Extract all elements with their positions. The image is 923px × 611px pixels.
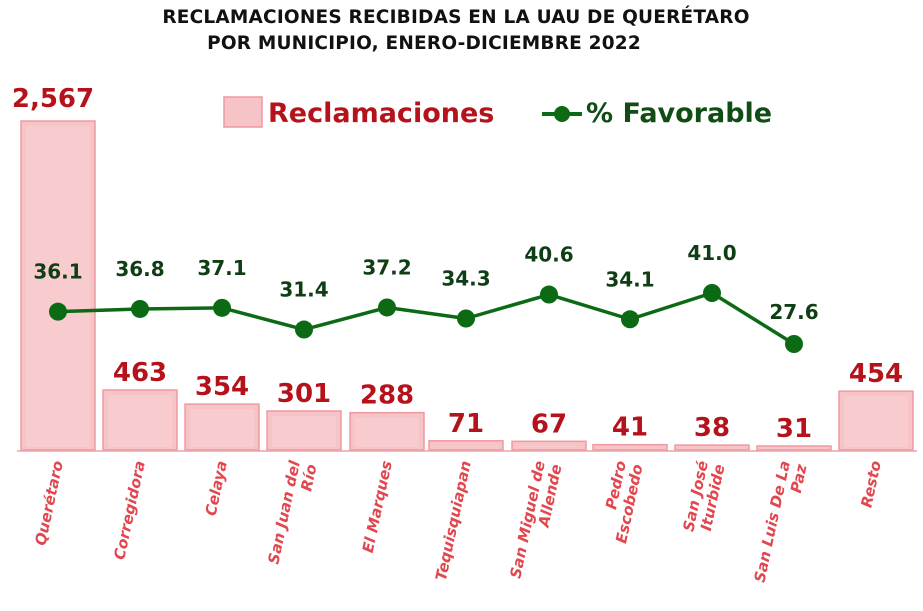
category-label-line: Corregidora xyxy=(110,459,149,561)
bar-highlight-6 xyxy=(517,446,581,447)
bar-value-label-8: 38 xyxy=(694,413,730,443)
favorable-point-2 xyxy=(213,298,231,317)
favorable-line xyxy=(57,291,795,346)
category-label-line: Resto xyxy=(857,459,884,509)
favorable-label-3: 31.4 xyxy=(279,278,328,302)
favorable-point-0 xyxy=(49,302,67,321)
bar-highlight-4 xyxy=(355,417,419,447)
category-label-9: San Luis De LaPaz xyxy=(751,459,811,588)
category-label-7: PedroEscobedo xyxy=(596,459,647,545)
bar-value-label-10: 454 xyxy=(849,359,903,389)
favorable-label-8: 41.0 xyxy=(687,241,736,265)
category-label-3: San Juan delRío xyxy=(264,458,320,569)
chart-title-line-1: RECLAMACIONES RECIBIDAS EN LA UAU DE QUE… xyxy=(162,7,750,28)
bar-value-label-9: 31 xyxy=(776,414,812,444)
favorable-label-6: 40.6 xyxy=(524,243,573,267)
favorable-label-1: 36.8 xyxy=(115,257,164,281)
favorable-label-4: 37.2 xyxy=(362,255,411,279)
favorable-label-2: 37.1 xyxy=(197,256,246,280)
bar-highlight-1 xyxy=(108,395,172,447)
bars-layer: 2,567 463 354 301 288 71 67 41 38 31 454 xyxy=(12,84,914,451)
category-label-line: Querétaro xyxy=(31,459,67,547)
bar-5 xyxy=(428,440,504,451)
category-label-2: Celaya xyxy=(202,459,231,517)
bar-9 xyxy=(756,445,832,451)
bar-value-label-2: 354 xyxy=(195,372,249,402)
category-label-0: Querétaro xyxy=(31,459,67,547)
line-layer: 36.1 36.8 37.1 31.4 37.2 34.3 40.6 34.1 41.0 27.6 xyxy=(33,241,819,353)
bar-7 xyxy=(592,443,668,451)
bar-value-label-1: 463 xyxy=(113,358,167,388)
category-label-5: Tequisquiapan xyxy=(432,459,475,582)
favorable-point-1 xyxy=(131,299,149,318)
category-label-line: Celaya xyxy=(202,459,231,517)
favorable-label-0: 36.1 xyxy=(33,260,82,284)
favorable-point-6 xyxy=(540,285,558,304)
favorable-point-9 xyxy=(785,335,803,353)
category-label-line: El Marques xyxy=(359,459,396,554)
bar-highlight-10 xyxy=(844,396,908,447)
bar-6 xyxy=(511,440,587,451)
category-label-line: San Juan del xyxy=(264,458,304,565)
bar-value-label-4: 288 xyxy=(360,381,414,411)
favorable-label-7: 34.1 xyxy=(605,267,654,291)
favorable-point-4 xyxy=(378,298,396,317)
favorable-label-9: 27.6 xyxy=(769,300,818,324)
bar-highlight-5 xyxy=(434,445,498,447)
favorable-point-3 xyxy=(295,320,313,339)
bar-8 xyxy=(674,444,750,451)
category-label-line: Tequisquiapan xyxy=(432,459,475,582)
bar-value-label-0: 2,567 xyxy=(12,84,94,114)
bar-highlight-0 xyxy=(26,126,90,447)
bar-value-label-6: 67 xyxy=(531,409,567,439)
favorable-point-7 xyxy=(621,310,639,329)
category-label-6: San Miguel deAllende xyxy=(506,459,565,583)
category-label-line: Paz xyxy=(787,462,811,494)
bar-highlight-2 xyxy=(190,409,254,447)
bar-value-label-3: 301 xyxy=(277,379,331,409)
bar-value-label-5: 71 xyxy=(448,409,484,439)
legend: Reclamaciones % Favorable xyxy=(223,96,772,129)
chart-title-line-2: POR MUNICIPIO, ENERO-DICIEMBRE 2022 xyxy=(207,33,641,54)
category-label-8: San JoséIturbide xyxy=(679,459,728,537)
category-label-line: San Luis De La xyxy=(751,459,794,584)
category-label-1: Corregidora xyxy=(110,459,149,561)
category-labels: Querétaro Corregidora Celaya San Juan delRí… xyxy=(31,458,885,588)
bar-value-label-7: 41 xyxy=(612,413,648,443)
favorable-label-5: 34.3 xyxy=(441,267,490,291)
legend-label-favorable: % Favorable xyxy=(586,98,772,129)
legend-marker-favorable xyxy=(554,106,570,122)
category-label-4: El Marques xyxy=(359,459,396,554)
favorable-point-8 xyxy=(703,284,721,302)
favorable-point-5 xyxy=(457,309,475,328)
bar-highlight-3 xyxy=(272,415,336,447)
category-label-10: Resto xyxy=(857,459,884,509)
legend-swatch-reclamaciones xyxy=(223,96,263,128)
category-label-line: Río xyxy=(297,463,320,493)
legend-label-reclamaciones: Reclamaciones xyxy=(268,98,494,129)
